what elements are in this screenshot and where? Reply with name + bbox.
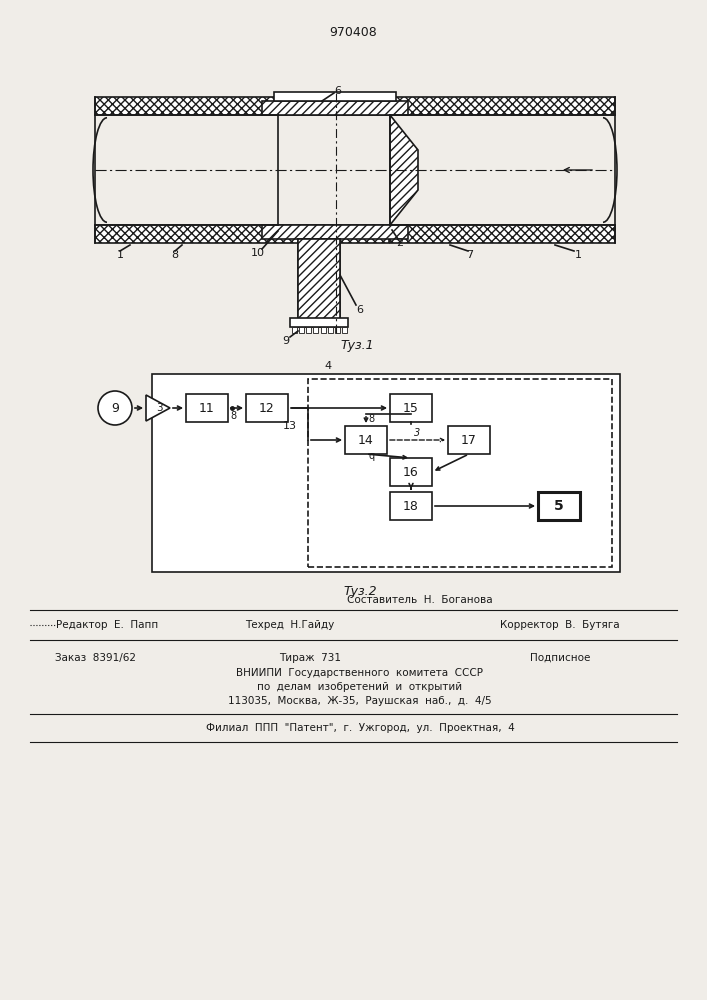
Text: 2: 2 (397, 238, 404, 248)
Text: 17: 17 (461, 434, 477, 446)
Text: 8: 8 (230, 411, 236, 421)
Text: 16: 16 (403, 466, 419, 479)
Text: 3: 3 (414, 428, 421, 438)
Bar (538, 492, 580, 520)
Bar (320, 327, 325, 333)
Bar (306, 327, 311, 333)
Text: Филиал  ППП  "Патент",  г.  Ужгород,  ул.  Проектная,  4: Филиал ППП "Патент", г. Ужгород, ул. Про… (206, 723, 515, 733)
Bar (292, 327, 297, 333)
Text: 4: 4 (325, 361, 332, 371)
Bar (390, 97, 615, 115)
Text: 7: 7 (467, 250, 474, 260)
Bar (390, 394, 432, 422)
Text: Τуз.1: Τуз.1 (340, 338, 374, 352)
Text: 12: 12 (259, 401, 275, 414)
Bar (95, 225, 389, 243)
Bar (274, 92, 396, 101)
Bar (95, 97, 389, 115)
Bar (390, 225, 615, 243)
Text: 9: 9 (282, 336, 290, 346)
Text: Техред  Н.Гайду: Техред Н.Гайду (245, 620, 334, 630)
Text: по  делам  изобретений  и  открытий: по делам изобретений и открытий (257, 682, 462, 692)
Text: Составитель  Н.  Боганова: Составитель Н. Боганова (347, 595, 493, 605)
Bar (152, 374, 620, 572)
Text: 10: 10 (251, 248, 265, 258)
Bar (298, 239, 340, 327)
Bar (342, 327, 347, 333)
Text: 8: 8 (171, 250, 179, 260)
Text: 14: 14 (358, 434, 374, 446)
Bar (186, 394, 228, 422)
Bar (290, 318, 348, 327)
Text: 6: 6 (356, 305, 363, 315)
Bar (246, 394, 288, 422)
Text: 13: 13 (283, 421, 297, 431)
Text: 8: 8 (368, 414, 374, 424)
Text: 18: 18 (403, 499, 419, 512)
Polygon shape (146, 395, 170, 421)
Bar (308, 379, 612, 567)
Text: 6: 6 (334, 86, 341, 96)
Bar (262, 225, 408, 239)
Bar (390, 492, 432, 520)
Text: Заказ  8391/62: Заказ 8391/62 (55, 653, 136, 663)
Text: 15: 15 (403, 401, 419, 414)
Text: Τуз.2: Τуз.2 (343, 585, 377, 598)
Bar (313, 327, 318, 333)
Bar (390, 458, 432, 486)
Text: 970408: 970408 (329, 25, 377, 38)
Bar (448, 426, 490, 454)
Bar (345, 426, 387, 454)
Text: 5: 5 (554, 499, 564, 513)
Bar (262, 101, 408, 115)
Text: 1: 1 (117, 250, 124, 260)
Text: Корректор  В.  Бутяга: Корректор В. Бутяга (500, 620, 620, 630)
Bar (299, 327, 304, 333)
Text: 1: 1 (575, 250, 581, 260)
Text: 9: 9 (111, 401, 119, 414)
Text: Редактор  Е.  Папп: Редактор Е. Папп (56, 620, 158, 630)
Polygon shape (390, 115, 418, 225)
Text: 113035,  Москва,  Ж-35,  Раушская  наб.,  д.  4/5: 113035, Москва, Ж-35, Раушская наб., д. … (228, 696, 492, 706)
Text: Тираж  731: Тираж 731 (279, 653, 341, 663)
Bar (335, 327, 340, 333)
Text: Подписное: Подписное (530, 653, 590, 663)
Text: q: q (369, 451, 375, 461)
Text: ВНИИПИ  Государственного  комитета  СССР: ВНИИПИ Государственного комитета СССР (237, 668, 484, 678)
Text: 3: 3 (156, 403, 163, 413)
Circle shape (98, 391, 132, 425)
Bar (328, 327, 333, 333)
Bar (298, 239, 340, 327)
Text: 11: 11 (199, 401, 215, 414)
